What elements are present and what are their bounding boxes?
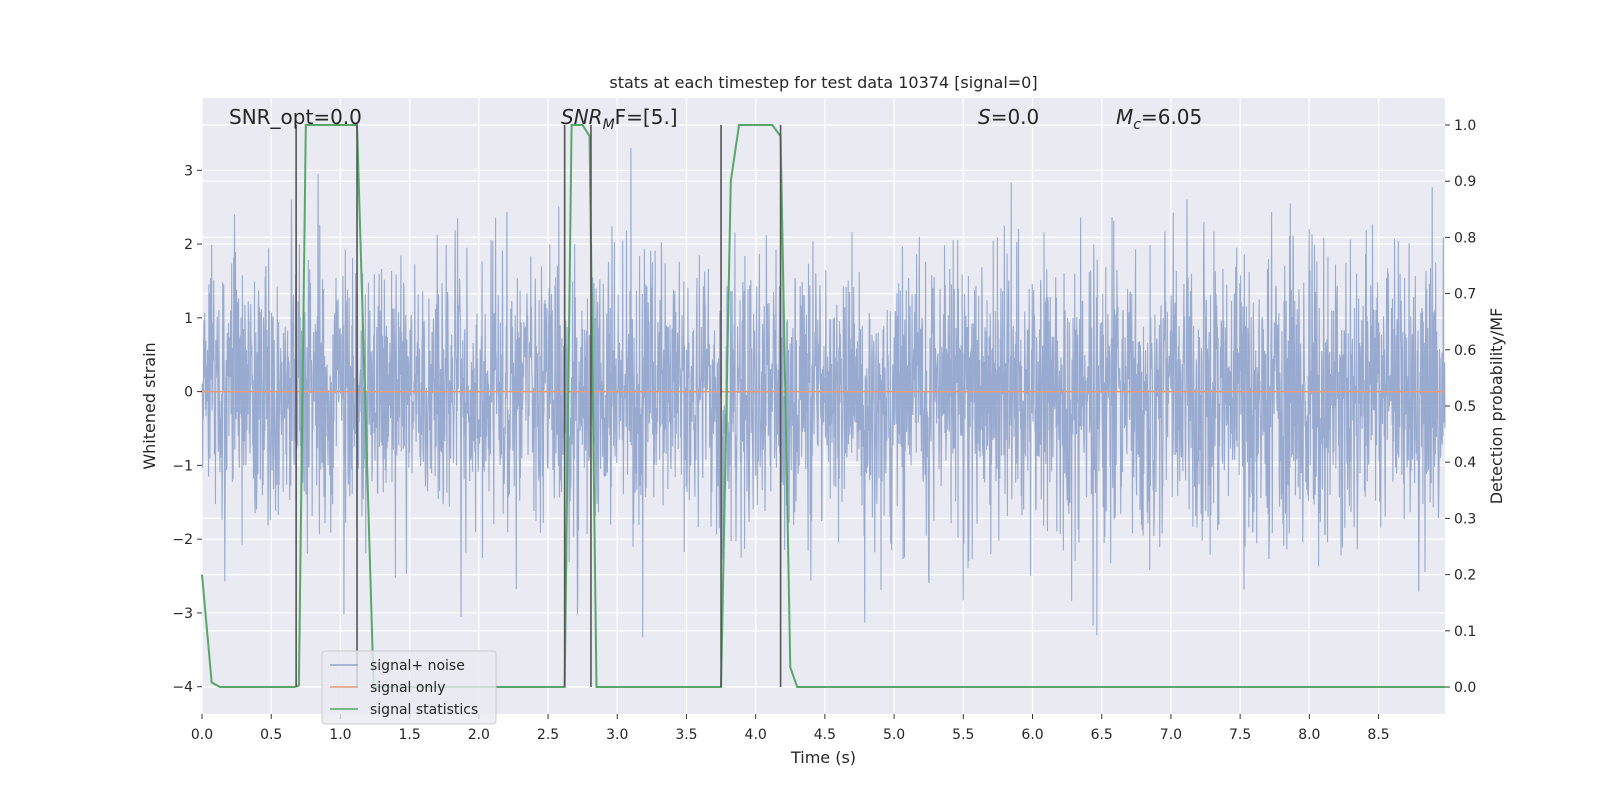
vertical-markers <box>295 124 782 688</box>
annotation-snr-mf: SNRMF=[5.] <box>561 105 678 133</box>
x-tick-label: 0.0 <box>191 727 213 743</box>
legend: signal+ noise signal only signal statist… <box>321 650 497 725</box>
y2-tick-label: 0.9 <box>1454 174 1476 190</box>
y-tick-label: 1 <box>184 311 193 327</box>
annotation-snr-mf-rest: F=[5.] <box>615 105 678 129</box>
legend-label-signal-only: signal only <box>370 680 445 696</box>
y2-tick-marks <box>1445 124 1450 688</box>
y2-tick-label: 0.6 <box>1454 343 1476 359</box>
x-tick-label: 8.5 <box>1367 727 1389 743</box>
y2-tick-label: 0.5 <box>1454 399 1476 415</box>
legend-label-signal-statistics: signal statistics <box>370 702 478 718</box>
series-layer <box>201 123 1445 689</box>
y-tick-label: −1 <box>172 458 193 474</box>
y-tick-label: 0 <box>184 385 193 401</box>
y-tick-label: −3 <box>172 606 193 622</box>
x-tick-label: 1.0 <box>329 727 351 743</box>
annotation-mc-main: M <box>1116 105 1133 129</box>
chart-title: stats at each timestep for test data 103… <box>609 73 1037 92</box>
x-tick-label: 3.5 <box>675 727 697 743</box>
annotation-snr-mf-main: SNR <box>561 105 603 129</box>
x-tick-label: 2.5 <box>537 727 559 743</box>
y-tick-marks <box>197 169 202 688</box>
annotation-snr-opt: SNR_opt=0.0 <box>229 105 362 129</box>
signal-noise-line <box>201 148 1446 638</box>
annotation-mc-value: =6.05 <box>1141 105 1202 129</box>
y-tick-label: 3 <box>184 163 193 179</box>
y2-tick-label: 0.8 <box>1454 230 1476 246</box>
x-tick-label: 0.5 <box>260 727 282 743</box>
x-tick-label: 2.0 <box>468 727 490 743</box>
y2-axis-title: Detection probability/MF <box>1487 308 1506 505</box>
x-tick-label: 5.5 <box>952 727 974 743</box>
annotation-s-label: S <box>978 105 991 129</box>
y2-tick-label: 0.2 <box>1454 568 1476 584</box>
y-tick-label: −2 <box>172 532 193 548</box>
y2-tick-label: 0.4 <box>1454 455 1476 471</box>
x-tick-labels: 0.0 0.5 1.0 1.5 2.0 2.5 3.0 3.5 4.0 4.5 5.0 5.5 6.0 6… <box>191 727 1390 743</box>
y2-tick-label: 0.3 <box>1454 511 1476 527</box>
x-tick-label: 6.0 <box>1021 727 1043 743</box>
y-tick-label: 2 <box>184 237 193 253</box>
y2-tick-label: 0.7 <box>1454 287 1476 303</box>
x-tick-label: 5.0 <box>883 727 905 743</box>
annotation-mc: Mc=6.05 <box>1116 105 1202 133</box>
y-tick-labels: −4 −3 −2 −1 0 1 2 3 <box>172 163 193 695</box>
x-tick-label: 3.0 <box>606 727 628 743</box>
annotation-s: S=0.0 <box>978 105 1039 129</box>
x-tick-label: 1.5 <box>398 727 420 743</box>
x-tick-label: 8.0 <box>1298 727 1320 743</box>
signal-noise-series <box>201 148 1446 638</box>
y2-tick-label: 0.1 <box>1454 624 1476 640</box>
x-tick-label: 6.5 <box>1091 727 1113 743</box>
annotation-mc-sub: c <box>1133 117 1141 133</box>
legend-label-signal-noise: signal+ noise <box>370 658 465 674</box>
x-axis-title: Time (s) <box>790 748 856 767</box>
annotation-snr-mf-sub: M <box>603 117 615 133</box>
y2-tick-label: 0.0 <box>1454 680 1476 696</box>
x-tick-label: 4.5 <box>814 727 836 743</box>
signal-statistics-line <box>201 123 1445 689</box>
y2-tick-label: 1.0 <box>1454 118 1476 134</box>
x-tick-label: 4.0 <box>745 727 767 743</box>
annotation-s-value: =0.0 <box>991 105 1040 129</box>
y2-tick-labels: 0.0 0.1 0.2 0.3 0.4 0.5 0.6 0.7 0.8 0.9 1.0 <box>1454 118 1476 696</box>
x-tick-label: 7.5 <box>1229 727 1251 743</box>
y-axis-title: Whitened strain <box>140 342 159 469</box>
y-tick-label: −4 <box>172 680 193 696</box>
legend-box <box>321 650 497 725</box>
x-tick-label: 7.0 <box>1160 727 1182 743</box>
